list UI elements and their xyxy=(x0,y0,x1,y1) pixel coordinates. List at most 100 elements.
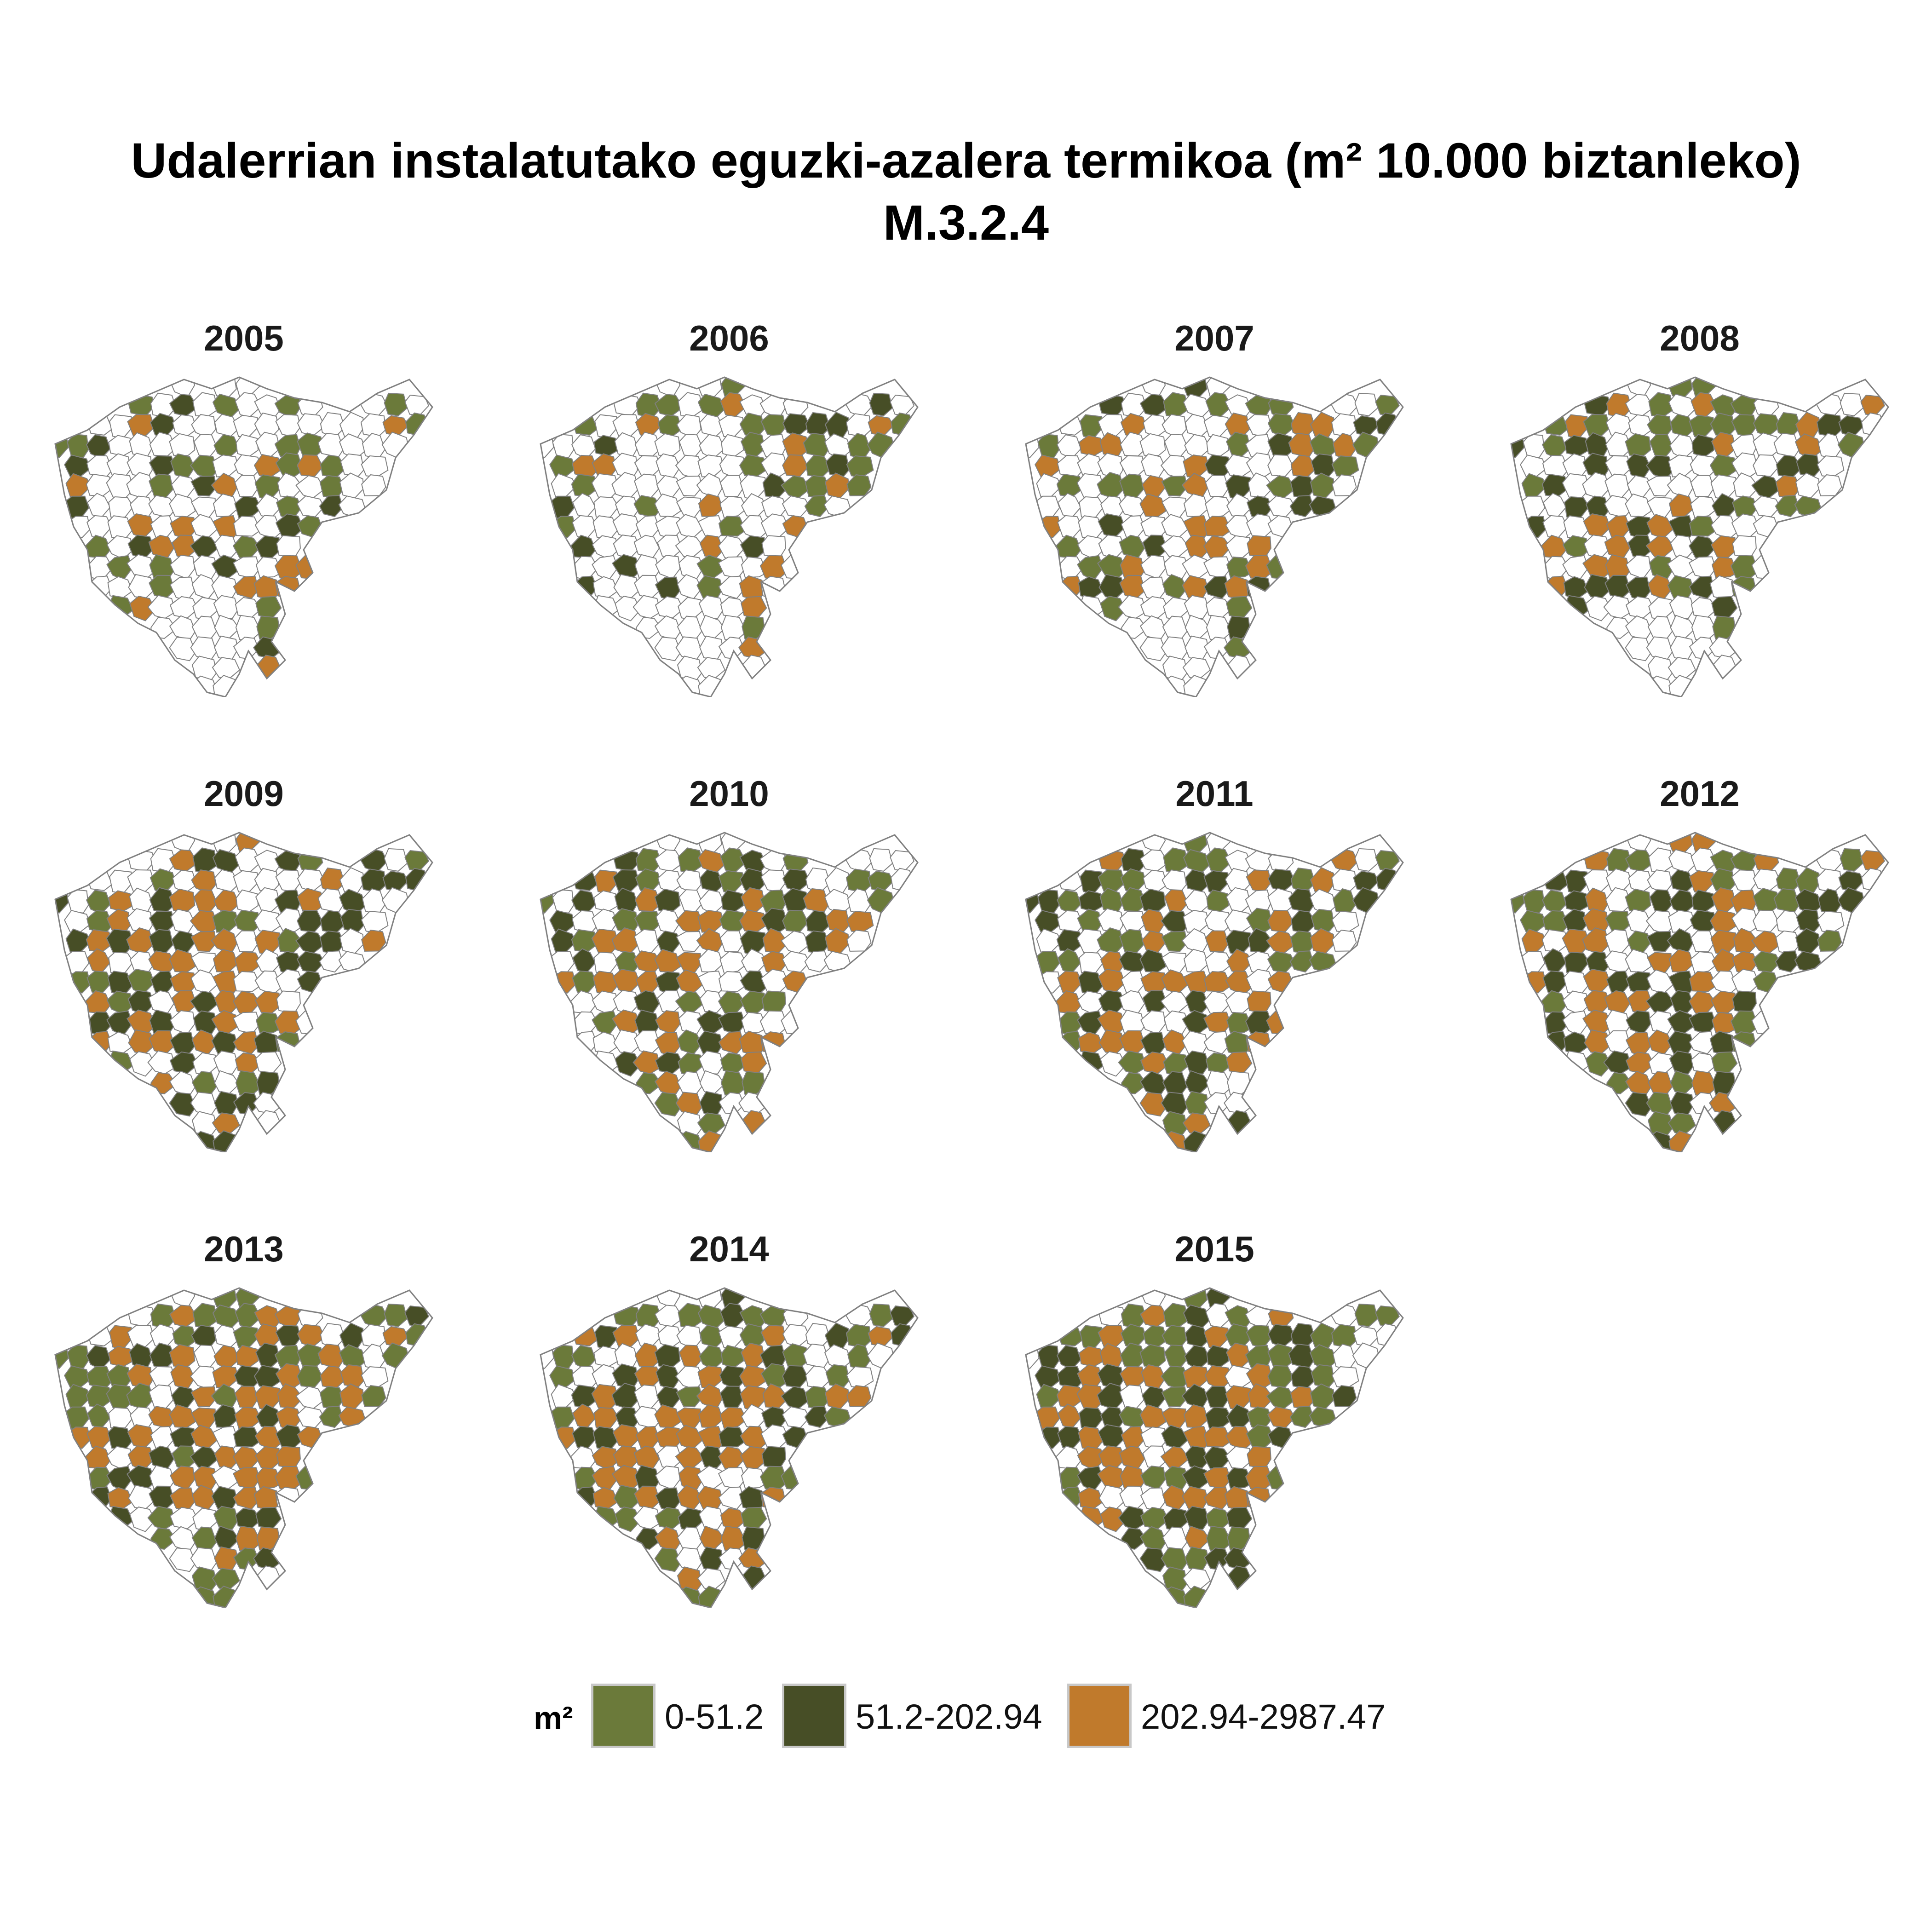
municipality-region xyxy=(739,868,765,891)
municipality-region xyxy=(1668,910,1695,933)
municipality-region xyxy=(1625,493,1652,518)
municipality-region xyxy=(654,888,681,912)
municipality-region xyxy=(868,870,894,891)
municipality-region xyxy=(1753,454,1779,477)
municipality-region xyxy=(1140,1466,1166,1490)
municipality-region xyxy=(1161,1407,1187,1429)
municipality-region xyxy=(191,1071,217,1095)
municipality-region xyxy=(169,1526,196,1552)
municipality-region xyxy=(211,377,237,397)
municipality-region xyxy=(1079,595,1104,619)
municipality-region xyxy=(382,1326,409,1347)
municipality-region xyxy=(1751,475,1782,499)
municipality-region xyxy=(615,596,641,621)
municipality-region xyxy=(676,952,702,974)
municipality-region xyxy=(738,1547,769,1570)
municipality-region xyxy=(129,1343,153,1369)
municipality-region xyxy=(846,1366,874,1388)
municipality-region xyxy=(1838,415,1865,436)
municipality-region xyxy=(654,1344,681,1367)
municipality-region xyxy=(1247,1446,1271,1469)
municipality-region xyxy=(1161,969,1189,995)
municipality-region xyxy=(761,1446,786,1469)
municipality-region xyxy=(718,556,746,579)
municipality-region xyxy=(1670,990,1695,1013)
municipality-region xyxy=(1078,971,1104,995)
municipality-region xyxy=(1668,393,1696,418)
municipality-region xyxy=(742,1071,766,1095)
municipality-region xyxy=(656,475,682,499)
municipality-region xyxy=(1140,1010,1166,1035)
municipality-region xyxy=(85,990,111,1014)
municipality-region xyxy=(255,1506,282,1530)
municipality-region xyxy=(739,1323,765,1347)
municipality-region xyxy=(1080,414,1104,439)
municipality-region xyxy=(824,472,850,499)
municipality-region xyxy=(1226,1051,1253,1075)
panel-year-label: 2011 xyxy=(1175,773,1254,814)
municipality-region xyxy=(718,1446,746,1471)
choropleth-map xyxy=(54,376,433,697)
municipality-region xyxy=(275,1363,304,1388)
legend-label-mid: 51.2-202.94 xyxy=(856,1697,1042,1736)
municipality-region xyxy=(212,849,241,874)
municipality-region xyxy=(1732,535,1757,558)
municipality-region xyxy=(149,1384,174,1409)
municipality-region xyxy=(213,949,238,973)
municipality-region xyxy=(742,615,766,640)
municipality-region xyxy=(1543,413,1569,436)
municipality-region xyxy=(1583,513,1611,539)
municipality-region xyxy=(150,1426,175,1450)
municipality-region xyxy=(592,971,618,995)
municipality-region xyxy=(1795,928,1820,954)
municipality-region xyxy=(1057,948,1081,973)
municipality-region xyxy=(1100,596,1127,621)
municipality-region xyxy=(1266,553,1293,580)
municipality-region xyxy=(1247,535,1271,558)
municipality-region xyxy=(1184,1050,1209,1075)
municipality-region xyxy=(760,908,789,932)
municipality-region xyxy=(191,1526,217,1551)
municipality-region xyxy=(868,1326,894,1347)
municipality-region xyxy=(698,595,724,619)
municipality-region xyxy=(824,1383,850,1410)
municipality-region xyxy=(592,515,618,539)
municipality-region xyxy=(1689,515,1717,537)
municipality-region xyxy=(612,968,640,994)
municipality-region xyxy=(1246,908,1274,932)
municipality-region xyxy=(1710,990,1736,1014)
municipality-region xyxy=(718,990,746,1015)
municipality-region xyxy=(572,1403,596,1429)
municipality-region xyxy=(1775,475,1801,499)
municipality-region xyxy=(1183,493,1209,518)
map-subtitle: M.3.2.4 xyxy=(883,195,1049,250)
municipality-region xyxy=(1796,908,1820,932)
municipality-region xyxy=(213,1586,239,1608)
municipality-region xyxy=(1057,515,1083,538)
municipality-region xyxy=(1080,869,1104,894)
municipality-region xyxy=(213,1130,239,1152)
municipality-region xyxy=(1183,1304,1211,1329)
municipality-region xyxy=(677,1071,702,1095)
municipality-region xyxy=(1626,833,1651,853)
municipality-region xyxy=(1141,1386,1167,1410)
panel-year-label: 2009 xyxy=(204,773,284,814)
municipality-region xyxy=(1079,1346,1105,1368)
municipality-region xyxy=(1585,1051,1612,1077)
municipality-region xyxy=(570,990,597,1014)
municipality-region xyxy=(549,454,576,477)
municipality-region xyxy=(1353,870,1380,891)
municipality-region xyxy=(1203,535,1231,560)
municipality-region xyxy=(108,1407,134,1429)
legend-label-high: 202.94-2987.47 xyxy=(1141,1697,1386,1736)
municipality-region xyxy=(869,848,893,872)
municipality-region xyxy=(1668,675,1695,697)
municipality-region xyxy=(1203,556,1231,579)
municipality-region xyxy=(823,495,851,518)
map-panel-2007: 2007 xyxy=(1003,317,1426,722)
municipality-region xyxy=(339,928,364,954)
municipality-region xyxy=(1311,908,1335,932)
municipality-region xyxy=(1205,1406,1233,1430)
municipality-region xyxy=(127,1424,155,1449)
municipality-region xyxy=(362,1343,385,1370)
